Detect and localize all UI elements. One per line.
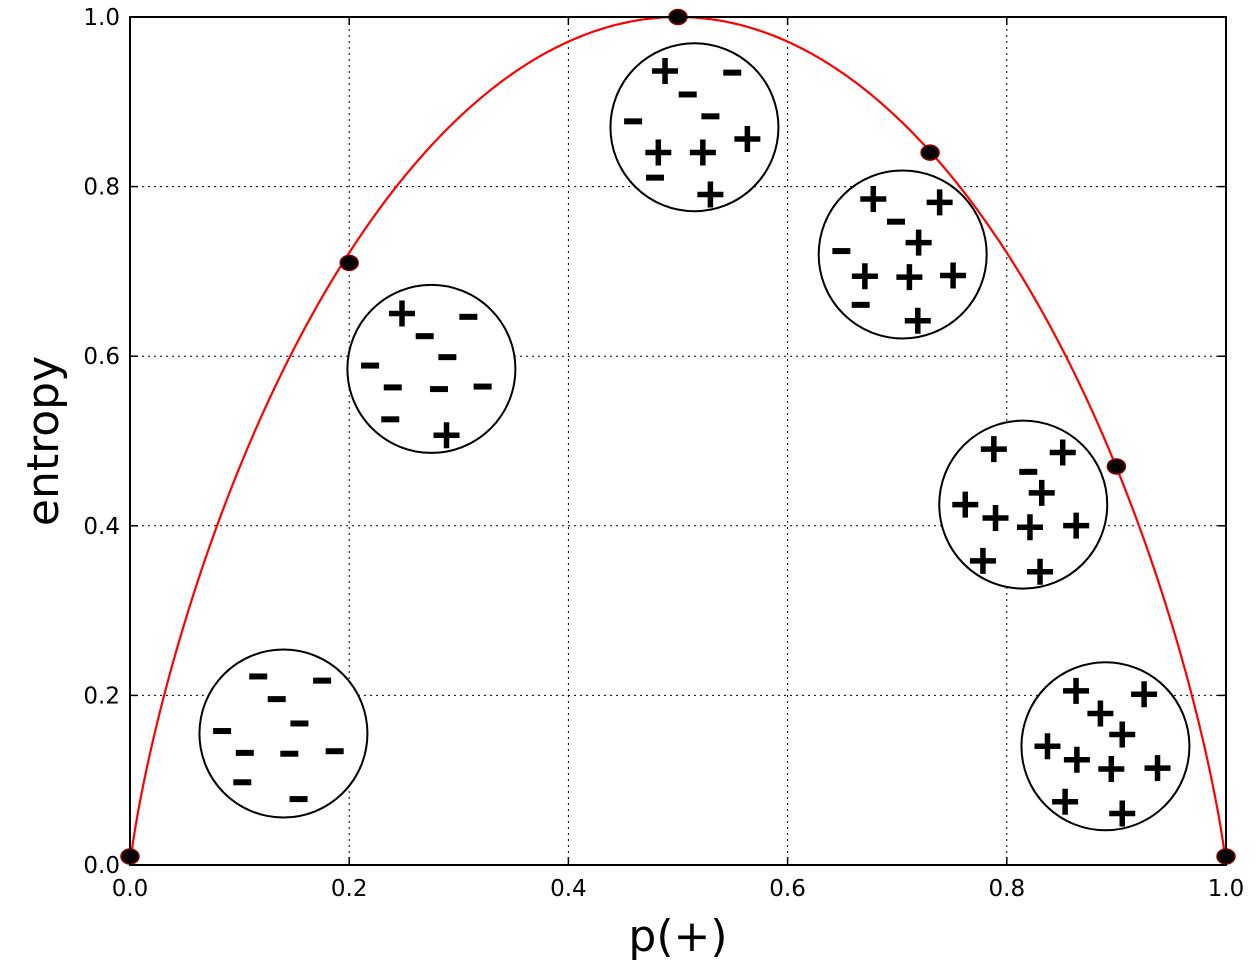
- plot-frame: [129, 16, 1227, 866]
- minus-symbol: [267, 696, 286, 703]
- y-tick-label: 0.6: [83, 344, 120, 370]
- plus-symbol: [904, 307, 931, 334]
- circle-mostly-minus: [346, 283, 517, 454]
- x-tick-label: 1.0: [1208, 876, 1245, 902]
- minus-symbol: [289, 796, 308, 803]
- plus-symbol: [1131, 681, 1158, 708]
- minus-symbol: [723, 69, 742, 76]
- minus-symbol: [438, 354, 457, 361]
- plus-symbol: [982, 505, 1009, 532]
- plus-symbol: [1016, 514, 1043, 541]
- plus-symbol: [697, 181, 724, 208]
- circle-mostly-plus-1: [817, 169, 988, 340]
- y-tick-label: 0.0: [83, 853, 120, 879]
- plus-symbol: [952, 491, 979, 518]
- plus-symbol: [1109, 721, 1136, 748]
- sample-circle-outline: [198, 648, 369, 819]
- circle-balanced: [609, 42, 780, 213]
- x-tick-label: 0.6: [769, 876, 806, 902]
- minus-symbol: [381, 416, 400, 423]
- data-point: [339, 254, 359, 272]
- plus-symbol: [389, 300, 415, 327]
- minus-symbol: [429, 386, 448, 393]
- x-tick-label: 0.4: [550, 876, 587, 902]
- plus-symbol: [1052, 788, 1079, 815]
- plus-symbol: [969, 547, 996, 574]
- plus-symbol: [645, 139, 672, 166]
- y-axis-ticks: 0.0 0.2 0.4 0.6 0.8 1.0: [83, 5, 1226, 879]
- plus-symbol: [860, 186, 887, 212]
- minus-symbol: [832, 248, 851, 255]
- plus-symbol: [1098, 755, 1125, 782]
- minus-symbol: [249, 673, 268, 680]
- minus-symbol: [624, 118, 643, 125]
- sample-circle-outline: [346, 283, 517, 454]
- minus-symbol: [886, 218, 905, 225]
- minus-symbol: [325, 748, 344, 755]
- minus-symbol: [290, 720, 309, 727]
- plus-symbol: [980, 436, 1007, 463]
- plus-symbol: [926, 189, 953, 216]
- plus-symbol: [1049, 439, 1076, 466]
- data-point: [1106, 458, 1127, 475]
- minus-symbol: [415, 333, 434, 340]
- plus-symbol: [1063, 512, 1090, 539]
- plus-symbol: [851, 263, 878, 290]
- x-axis-ticks: 0.0 0.2 0.4 0.6 0.8 1.0: [112, 17, 1245, 902]
- y-tick-label: 0.2: [83, 683, 120, 709]
- x-tick-label: 0.8: [989, 876, 1026, 902]
- plus-symbol: [905, 229, 932, 256]
- minus-symbol: [459, 313, 478, 320]
- y-tick-label: 0.8: [83, 175, 120, 201]
- plus-symbol: [1109, 800, 1136, 827]
- plus-symbol: [1063, 677, 1090, 704]
- sample-circle-outline: [609, 42, 780, 213]
- plus-symbol: [734, 126, 761, 152]
- minus-symbol: [235, 749, 254, 756]
- data-point: [920, 144, 940, 161]
- y-tick-label: 0.4: [83, 514, 120, 540]
- plus-symbol: [940, 262, 967, 289]
- minus-symbol: [645, 174, 664, 181]
- minus-symbol: [473, 383, 492, 390]
- minus-symbol: [280, 750, 299, 757]
- plus-symbol: [1063, 746, 1090, 773]
- minus-symbol: [233, 779, 252, 786]
- minus-symbol: [213, 728, 232, 735]
- x-axis-title: p(+): [628, 911, 727, 962]
- minus-symbol: [678, 91, 697, 98]
- minus-symbol: [851, 301, 870, 308]
- circle-mostly-plus-2: [938, 419, 1109, 590]
- circle-all-minus: [198, 648, 369, 819]
- sample-circle-outline: [817, 169, 988, 340]
- data-points: [120, 8, 1236, 865]
- plus-symbol: [1028, 479, 1055, 506]
- plus-symbol: [1087, 700, 1114, 727]
- plus-symbol: [652, 57, 679, 84]
- plus-symbol: [1034, 733, 1061, 760]
- minus-symbol: [361, 362, 380, 369]
- minus-symbol: [313, 677, 332, 684]
- sample-circles: [198, 42, 1191, 832]
- x-tick-label: 0.0: [112, 876, 149, 902]
- plus-symbol: [689, 139, 716, 166]
- plus-symbol: [1027, 558, 1054, 585]
- sample-circle-outline: [1020, 661, 1191, 832]
- y-axis-title: entropy: [18, 356, 69, 526]
- plus-symbol: [1144, 755, 1171, 782]
- minus-symbol: [1019, 468, 1038, 475]
- y-tick-label: 1.0: [83, 5, 120, 31]
- plus-symbol: [896, 264, 923, 291]
- x-tick-label: 0.2: [331, 876, 368, 902]
- circle-all-plus: [1020, 661, 1191, 832]
- plus-symbol: [433, 422, 460, 449]
- minus-symbol: [383, 384, 402, 391]
- minus-symbol: [701, 113, 720, 120]
